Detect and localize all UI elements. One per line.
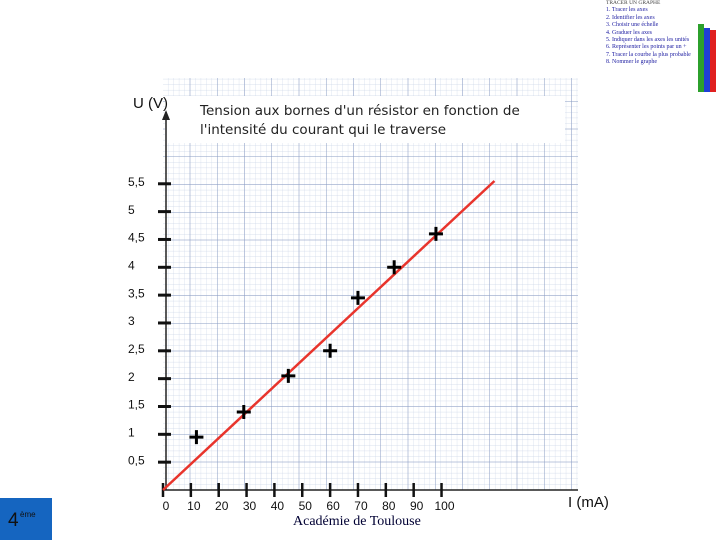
x-tick-label: 20	[215, 499, 229, 513]
y-tick-label: 2,5	[128, 342, 145, 356]
x-tick-label: 50	[299, 499, 313, 513]
x-tick-label: 100	[435, 499, 455, 513]
step-bar	[698, 24, 704, 92]
data-point	[323, 343, 338, 358]
footer: Académie de Toulouse	[293, 514, 421, 529]
x-tick-label: 10	[187, 499, 201, 513]
y-tick-label: 3,5	[128, 286, 145, 300]
chart-title: Tension aux bornes d'un résistor en fonc…	[200, 103, 520, 138]
graph-paper	[163, 78, 578, 490]
page-number-digit: 4	[8, 510, 19, 531]
y-tick-label: 1	[128, 425, 135, 439]
y-tick-label: 4,5	[128, 231, 145, 245]
title-box	[165, 96, 565, 143]
y-tick-label: 5	[128, 203, 135, 217]
step-bar	[704, 28, 710, 92]
x-tick-label: 80	[382, 499, 396, 513]
method-step: 5. Indiquer dans les axes les unités	[606, 37, 690, 44]
data-point	[281, 368, 296, 383]
y-tick-label: 1,5	[128, 398, 145, 412]
y-axis-label: U (V)	[133, 95, 168, 112]
y-tick-label: 2	[128, 370, 135, 384]
page-number: 4 ème	[0, 498, 52, 540]
page-number-suffix: ème	[20, 510, 36, 519]
y-tick-label: 4	[128, 258, 135, 272]
method-step: 7. Tracer la courbe la plus probable	[606, 51, 691, 58]
data-point	[189, 430, 204, 445]
x-tick-label: 30	[243, 499, 257, 513]
x-tick-label: 70	[354, 499, 368, 513]
method-step: 2. Identifier les axes	[606, 14, 655, 21]
step-bar	[710, 30, 716, 92]
x-axis-label: I (mA)	[568, 494, 609, 511]
y-tick-label: 5,5	[128, 175, 145, 189]
data-point	[428, 226, 443, 241]
method-step: 8. Nommer le graphe	[606, 59, 657, 66]
y-tick-label: 3	[128, 314, 135, 328]
method-step: 1. Tracer les axes	[606, 7, 648, 14]
axis-arrow	[162, 110, 170, 120]
x-tick-label: 40	[271, 499, 285, 513]
data-point	[236, 405, 251, 420]
x-tick-label: 90	[410, 499, 424, 513]
x-tick-label: 0	[163, 499, 170, 513]
data-point	[350, 290, 365, 305]
x-tick-label: 60	[326, 499, 340, 513]
method-step: 6. Représenter les points par un +	[606, 44, 687, 51]
method-panel: TRACER UN GRAPHE 1. Tracer les axes 2. Id…	[606, 0, 696, 67]
y-tick-label: 0,5	[128, 453, 145, 467]
method-title: TRACER UN GRAPHE	[606, 0, 661, 6]
data-point	[387, 260, 402, 275]
method-step: 3. Choisir une échelle	[606, 22, 659, 29]
method-step: 4. Graduer les axes	[606, 29, 652, 36]
